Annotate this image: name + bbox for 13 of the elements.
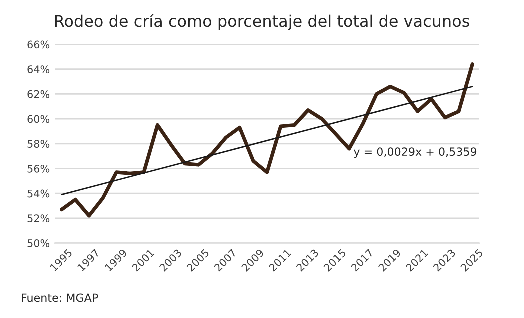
y-tick-label: 52% [28, 214, 50, 223]
y-tick-label: 64% [28, 66, 50, 74]
y-tick-label: 62% [28, 90, 50, 98]
y-tick-label: 58% [28, 140, 50, 148]
y-tick-label: 66% [28, 40, 50, 49]
line-series [60, 62, 474, 218]
chart-title: Rodeo de cría como porcentaje del total de vacunos [55, 14, 470, 30]
y-tick-label: 50% [28, 239, 50, 248]
y-tick-label: 56% [28, 164, 50, 173]
annotation: y = 0,0029x + 0,5359 [354, 148, 477, 158]
y-tick-label: 60% [28, 115, 50, 124]
source-note: Fuente: MGAP [22, 294, 98, 302]
y-tick-label: 54% [28, 190, 50, 198]
